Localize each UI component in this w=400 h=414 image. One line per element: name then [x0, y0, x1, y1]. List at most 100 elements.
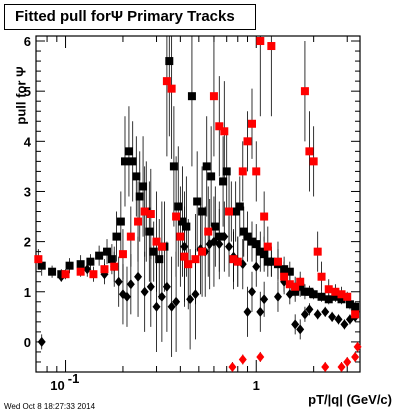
data-point-square: [233, 257, 242, 266]
data-point-square: [139, 182, 148, 191]
data-markers: [34, 37, 362, 372]
data-point-square: [331, 292, 340, 301]
data-point-diamond: [321, 306, 330, 317]
data-point-diamond: [122, 291, 131, 302]
data-point-square: [165, 57, 174, 66]
date-footer: Wed Oct 8 18:27:33 2014: [4, 402, 96, 411]
data-point-square: [243, 137, 252, 146]
data-point-square: [76, 260, 85, 269]
data-point-square: [291, 282, 300, 291]
data-point-square: [193, 197, 202, 206]
data-point-square: [273, 257, 282, 266]
data-point-square: [103, 247, 112, 256]
data-point-diamond: [228, 361, 237, 372]
data-point-square: [309, 290, 318, 299]
data-point-square: [116, 217, 125, 226]
data-point-diamond: [305, 304, 314, 315]
data-point-square: [176, 232, 185, 241]
y-tick-label: 6: [24, 34, 31, 49]
data-point-square: [191, 255, 200, 264]
data-point-square: [172, 212, 181, 221]
data-point-square: [215, 122, 224, 131]
data-point-square: [238, 167, 247, 176]
data-point-diamond: [114, 276, 123, 287]
data-point-square: [324, 295, 333, 304]
data-point-square: [180, 252, 189, 261]
data-point-diamond: [343, 356, 352, 367]
data-point-square: [149, 247, 158, 256]
data-point-square: [229, 255, 238, 264]
data-point-diamond: [243, 306, 252, 317]
data-point-square: [198, 247, 207, 256]
x-tick-label: 10: [50, 378, 64, 393]
data-point-square: [112, 232, 121, 241]
data-point-diamond: [191, 289, 200, 300]
data-point-diamond: [146, 281, 155, 292]
data-point-diamond: [180, 241, 189, 252]
data-point-square: [178, 217, 187, 226]
data-point-square: [243, 232, 252, 241]
data-point-diamond: [247, 286, 256, 297]
data-point-diamond: [162, 281, 171, 292]
data-point-square: [324, 285, 333, 294]
data-point-square: [209, 92, 218, 101]
data-point-square: [34, 255, 43, 264]
data-point-square: [222, 167, 231, 176]
data-point-square: [260, 212, 269, 221]
y-tick-label: 2: [24, 235, 31, 250]
data-point-square: [220, 127, 229, 136]
data-point-square: [231, 207, 240, 216]
data-point-square: [76, 267, 85, 276]
data-point-square: [124, 147, 133, 156]
data-point-diamond: [267, 256, 276, 267]
data-point-square: [256, 37, 265, 46]
data-point-square: [95, 251, 104, 260]
data-point-square: [48, 267, 57, 276]
data-point-square: [263, 242, 272, 251]
data-point-square: [305, 287, 314, 296]
data-point-square: [110, 262, 119, 271]
data-point-square: [225, 207, 234, 216]
axis-ticks: [35, 36, 360, 372]
data-point-diamond: [285, 289, 294, 300]
data-point-square: [280, 265, 289, 274]
data-point-square: [145, 227, 154, 236]
y-tick-label: 0: [24, 335, 31, 350]
data-point-square: [280, 272, 289, 281]
data-point-square: [252, 240, 261, 249]
data-point-diamond: [172, 296, 181, 307]
data-point-diamond: [83, 264, 92, 275]
data-point-square: [146, 210, 155, 219]
data-point-square: [128, 157, 137, 166]
data-point-square: [313, 247, 322, 256]
x-axis-label: pT/|q| (GeV/c): [308, 392, 392, 407]
chart-title: Fitted pull forΨ Primary Tracks: [4, 4, 256, 30]
data-point-diamond: [37, 336, 46, 347]
data-point-square: [182, 222, 191, 231]
data-point-square: [239, 227, 248, 236]
data-point-square: [140, 207, 149, 216]
x-tick-label: 1: [253, 378, 260, 393]
data-point-square: [187, 92, 196, 101]
data-point-square: [300, 87, 309, 96]
y-tick-label: 5: [24, 84, 31, 99]
data-point-square: [65, 261, 74, 270]
data-point-square: [351, 310, 360, 319]
data-point-diamond: [157, 291, 166, 302]
data-point-square: [204, 227, 213, 236]
data-point-square: [345, 300, 354, 309]
data-point-square: [219, 177, 228, 186]
data-point-square: [155, 255, 164, 264]
data-point-diamond: [300, 309, 309, 320]
data-point-square: [300, 287, 309, 296]
data-point-square: [351, 302, 360, 311]
data-point-square: [134, 217, 143, 226]
data-point-square: [296, 277, 305, 286]
y-tick-label: 4: [24, 134, 32, 149]
data-point-square: [296, 282, 305, 291]
data-point-diamond: [291, 319, 300, 330]
data-point-diamond: [260, 294, 269, 305]
data-point-diamond: [215, 239, 224, 250]
data-point-square: [174, 202, 183, 211]
